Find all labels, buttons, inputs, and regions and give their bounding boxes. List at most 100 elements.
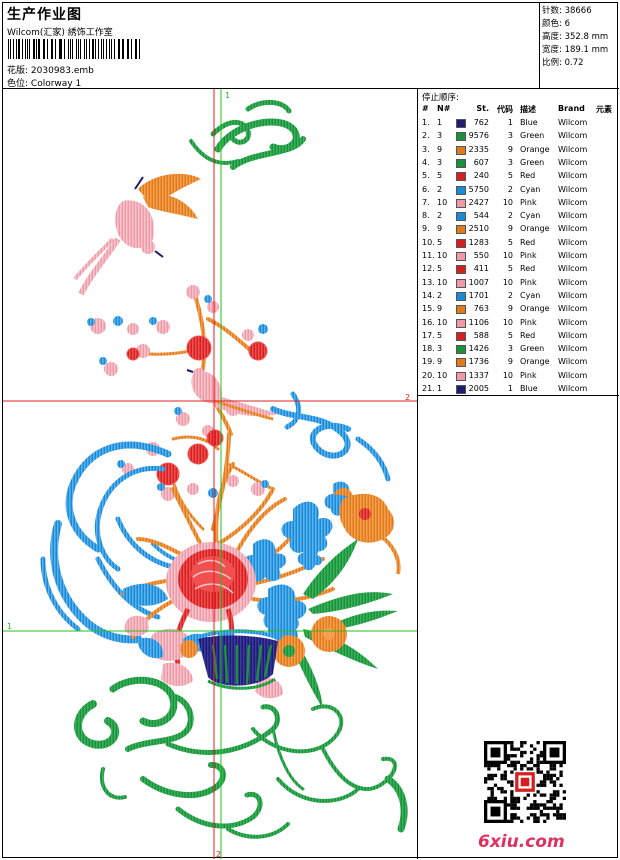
row-needle: 3 xyxy=(437,344,443,354)
row-color-swatch xyxy=(456,185,466,195)
row-code: 5 xyxy=(507,264,513,274)
table-row: 5. 5 240 5 Red Wilcom xyxy=(418,170,619,183)
row-needle: 3 xyxy=(437,131,443,141)
row-stitches: 607 xyxy=(473,157,489,167)
row-needle: 9 xyxy=(437,144,443,154)
row-description: Orange xyxy=(520,304,550,314)
stop-sequence-table: 停止顺序: # N# St. 代码 描述 Brand 元素 1. 1 762 1 Blu… xyxy=(418,89,619,396)
top-cloud xyxy=(189,100,306,170)
row-description: Pink xyxy=(520,370,537,380)
row-color-swatch xyxy=(456,265,466,275)
row-needle: 5 xyxy=(437,330,443,340)
row-stitches: 9576 xyxy=(468,131,489,141)
row-needle: 9 xyxy=(437,224,443,234)
table-row: 17. 5 588 5 Red Wilcom xyxy=(418,330,619,343)
row-needle: 10 xyxy=(437,197,448,207)
row-brand: Wilcom xyxy=(558,304,588,314)
embroidery-artwork: 1 2 2 1 xyxy=(3,89,417,859)
row-description: Green xyxy=(520,131,545,141)
row-brand: Wilcom xyxy=(558,211,588,221)
sheet-title: 生产作业图 xyxy=(7,7,82,23)
row-stitches: 1283 xyxy=(468,237,489,247)
row-color-swatch xyxy=(456,225,466,235)
table-row: 18. 3 1426 3 Green Wilcom xyxy=(418,343,619,356)
row-brand: Wilcom xyxy=(558,184,588,194)
row-needle: 9 xyxy=(437,357,443,367)
row-code: 9 xyxy=(507,224,513,234)
row-stitches: 1426 xyxy=(468,344,489,354)
row-brand: Wilcom xyxy=(558,144,588,154)
row-stitches: 588 xyxy=(473,330,489,340)
row-brand: Wilcom xyxy=(558,157,588,167)
row-color-swatch xyxy=(456,331,466,341)
row-stitches: 2005 xyxy=(468,384,489,393)
row-needle: 5 xyxy=(437,264,443,274)
row-brand: Wilcom xyxy=(558,277,588,287)
row-index: 15. xyxy=(422,304,435,314)
guide-label-v1: 1 xyxy=(225,91,230,100)
col-index: # xyxy=(422,104,429,113)
row-stitches: 1736 xyxy=(468,357,489,367)
row-color-swatch xyxy=(456,358,466,368)
row-stitches: 2427 xyxy=(468,197,489,207)
guide-label-h1: 1 xyxy=(7,622,12,631)
row-index: 21. xyxy=(422,384,435,393)
row-needle: 1 xyxy=(437,384,443,393)
row-needle: 5 xyxy=(437,171,443,181)
orange-daisies xyxy=(180,616,347,667)
row-description: Orange xyxy=(520,357,550,367)
row-brand: Wilcom xyxy=(558,384,588,393)
table-row: 14. 2 1701 2 Cyan Wilcom xyxy=(418,290,619,303)
design-value: 2030983.emb xyxy=(30,66,94,76)
row-index: 11. xyxy=(422,251,435,260)
row-description: Green xyxy=(520,344,545,354)
guide-lines xyxy=(3,89,417,859)
row-stitches: 1337 xyxy=(468,370,489,380)
stat-colors: 颜色: 6 xyxy=(542,19,570,29)
row-stitches: 1007 xyxy=(468,277,489,287)
row-stitches: 1106 xyxy=(468,317,489,327)
row-description: Red xyxy=(520,237,536,247)
row-needle: 2 xyxy=(437,211,443,221)
row-code: 3 xyxy=(507,344,513,354)
row-index: 16. xyxy=(422,317,435,327)
watermark-logo: 6xiu.com xyxy=(478,832,565,852)
row-color-swatch xyxy=(456,318,466,328)
table-row: 2. 3 9576 3 Green Wilcom xyxy=(418,130,619,143)
row-brand: Wilcom xyxy=(558,131,588,141)
row-description: Pink xyxy=(520,251,537,260)
row-index: 6. xyxy=(422,184,430,194)
row-code: 10 xyxy=(502,317,513,327)
row-color-swatch xyxy=(456,172,466,182)
table-row: 10. 5 1283 5 Red Wilcom xyxy=(418,237,619,250)
col-code: 代码 xyxy=(497,105,513,114)
row-index: 7. xyxy=(422,197,430,207)
row-code: 10 xyxy=(502,277,513,287)
row-color-swatch xyxy=(456,305,466,315)
colorway: 色位: Colorway 1 xyxy=(7,76,81,89)
row-index: 2. xyxy=(422,131,430,141)
design-preview: 1 2 2 1 xyxy=(3,89,418,859)
row-code: 2 xyxy=(507,211,513,221)
table-row: 6. 2 5750 2 Cyan Wilcom xyxy=(418,184,619,197)
stat-width: 宽度: 189.1 mm xyxy=(542,45,609,55)
row-brand: Wilcom xyxy=(558,317,588,327)
row-description: Orange xyxy=(520,144,550,154)
row-description: Pink xyxy=(520,317,537,327)
row-description: Cyan xyxy=(520,211,541,221)
row-stitches: 762 xyxy=(473,118,489,127)
col-needle: N# xyxy=(437,104,451,113)
row-stitches: 550 xyxy=(473,251,489,260)
row-needle: 2 xyxy=(437,290,443,300)
row-brand: Wilcom xyxy=(558,251,588,260)
table-row: 21. 1 2005 1 Blue Wilcom xyxy=(418,383,619,396)
row-stitches: 1701 xyxy=(468,290,489,300)
cyan-ribbon xyxy=(270,391,391,482)
row-index: 20. xyxy=(422,370,435,380)
row-needle: 1 xyxy=(437,118,443,127)
stop-sequence-title: 停止顺序: xyxy=(422,93,459,103)
plum-branches xyxy=(129,287,275,546)
row-code: 10 xyxy=(502,197,513,207)
row-description: Cyan xyxy=(520,290,541,300)
row-brand: Wilcom xyxy=(558,118,588,127)
